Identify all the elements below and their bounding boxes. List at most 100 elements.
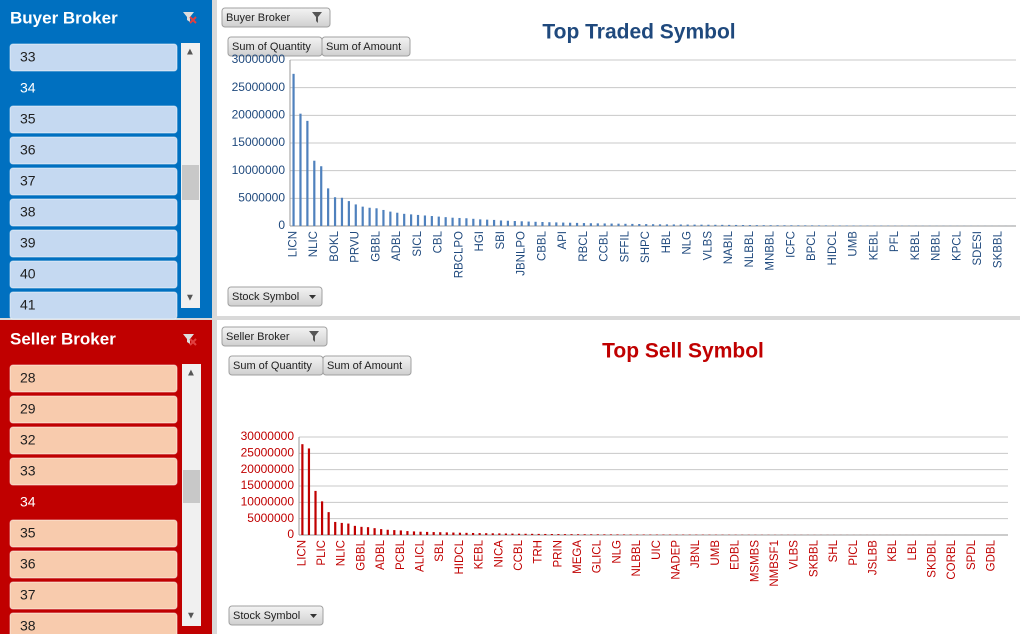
bar — [742, 225, 744, 226]
bar — [624, 224, 626, 226]
bar — [604, 223, 606, 226]
bar — [472, 219, 474, 226]
y-tick-label: 30000000 — [241, 429, 295, 443]
slicer-item-label[interactable]: 37 — [20, 587, 36, 603]
y-tick-label: 0 — [287, 527, 294, 541]
x-tick-label: NBBL — [931, 230, 943, 261]
x-tick-label: ADBL — [375, 539, 387, 570]
field-button-label[interactable]: Stock Symbol — [232, 291, 299, 303]
bar — [380, 529, 382, 535]
bar — [616, 534, 618, 535]
slicer-item-label[interactable]: 35 — [20, 525, 36, 541]
slicer-item-label[interactable]: 33 — [20, 49, 36, 65]
bar — [465, 218, 467, 226]
x-tick-label: MNBBL — [765, 230, 777, 270]
field-button-label[interactable]: Sum of Quantity — [233, 360, 312, 372]
bar — [631, 224, 633, 226]
bar — [590, 223, 592, 226]
x-tick-label: LICN — [296, 540, 308, 566]
y-tick-label: 15000000 — [241, 478, 295, 492]
field-button-label[interactable]: Buyer Broker — [226, 12, 291, 24]
slicer-item-label[interactable]: 28 — [20, 370, 36, 386]
slicer-item-label[interactable]: 29 — [20, 401, 36, 417]
slicer-item-label[interactable]: 38 — [20, 204, 36, 220]
bar — [341, 523, 343, 535]
x-tick-label: PFL — [889, 230, 901, 252]
x-tick-label: PLIC — [316, 540, 328, 566]
bar — [424, 215, 426, 226]
slicer-item-label[interactable]: 40 — [20, 266, 36, 282]
scrollbar-thumb[interactable] — [182, 165, 199, 200]
x-tick-label: NLBBL — [631, 539, 643, 576]
x-tick-label: RBCL — [578, 230, 590, 261]
slicer-item-label[interactable]: 34 — [20, 494, 36, 510]
bar — [354, 526, 356, 535]
bar — [832, 225, 834, 226]
x-tick-label: HGI — [474, 231, 486, 251]
x-tick-label: NADEP — [671, 540, 683, 580]
bar — [362, 207, 364, 226]
scrollbar-thumb[interactable] — [183, 470, 200, 503]
x-tick-label: UMB — [848, 231, 860, 257]
bar — [396, 213, 398, 226]
x-tick-label: HIDCL — [827, 230, 839, 265]
slicer-item-label[interactable]: 33 — [20, 463, 36, 479]
bar — [749, 225, 751, 226]
scroll-down[interactable]: ▼ — [186, 611, 196, 622]
bar — [433, 532, 435, 535]
scroll-up[interactable]: ▲ — [185, 47, 195, 58]
scroll-down[interactable]: ▼ — [185, 293, 195, 304]
bar — [313, 161, 315, 226]
slicer-item-label[interactable]: 35 — [20, 111, 36, 127]
x-tick-label: SFFIL — [619, 230, 631, 262]
slicer-item-label[interactable]: 32 — [20, 432, 36, 448]
x-tick-label: NLIC — [308, 231, 320, 257]
x-tick-label: KEBL — [474, 539, 486, 569]
bar — [387, 530, 389, 535]
bar — [452, 533, 454, 535]
slicer-item-label[interactable]: 41 — [20, 297, 36, 313]
x-tick-label: NLG — [682, 231, 694, 255]
x-tick-label: CBBL — [536, 230, 548, 261]
bar — [638, 224, 640, 226]
x-tick-label: LBL — [907, 539, 919, 560]
bar — [306, 121, 308, 226]
slicer-item-label[interactable]: 34 — [20, 80, 36, 96]
x-tick-label: SICL — [412, 230, 424, 256]
bar — [393, 530, 395, 535]
x-tick-label: EDBL — [730, 539, 742, 570]
slicer-item-label[interactable]: 36 — [20, 556, 36, 572]
x-tick-label: ICFC — [785, 231, 797, 258]
bar — [314, 491, 316, 535]
slicer-title: Buyer Broker — [10, 8, 118, 27]
bar — [328, 512, 330, 535]
slicer-item-label[interactable]: 38 — [20, 618, 36, 634]
slicer-item-label[interactable]: 37 — [20, 173, 36, 189]
bar — [630, 534, 632, 535]
y-tick-label: 15000000 — [232, 135, 286, 149]
x-tick-label: PCBL — [395, 539, 407, 570]
slicer-item-label[interactable]: 39 — [20, 235, 36, 251]
x-tick-label: NLG — [611, 540, 623, 564]
field-button-label[interactable]: Seller Broker — [226, 331, 290, 343]
bar — [597, 223, 599, 226]
scroll-up[interactable]: ▲ — [186, 368, 196, 379]
y-tick-label: 5000000 — [238, 191, 285, 205]
x-tick-label: CCBL — [513, 539, 525, 570]
bar — [735, 225, 737, 226]
bar — [417, 215, 419, 226]
bar — [693, 225, 695, 226]
bar — [438, 217, 440, 226]
field-button-label[interactable]: Stock Symbol — [233, 610, 300, 622]
field-button-label[interactable]: Sum of Amount — [327, 360, 402, 372]
bar — [776, 225, 778, 226]
slicer-item-label[interactable]: 36 — [20, 142, 36, 158]
bar — [348, 201, 350, 226]
bar — [500, 220, 502, 226]
field-button-label[interactable]: Sum of Quantity — [232, 41, 311, 53]
bar — [707, 225, 709, 226]
field-button-label[interactable]: Sum of Amount — [326, 41, 401, 53]
x-tick-label: SKBBL — [993, 230, 1005, 268]
bar — [548, 222, 550, 226]
